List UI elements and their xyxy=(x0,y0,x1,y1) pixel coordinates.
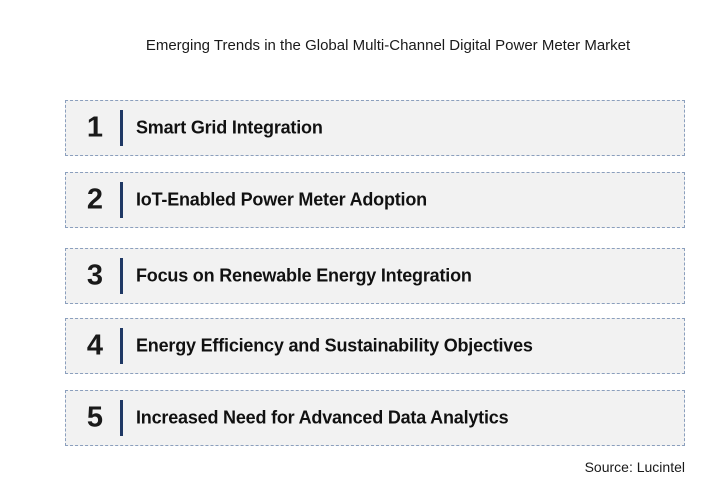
diagram-title: Emerging Trends in the Global Multi-Chan… xyxy=(145,37,631,54)
trend-number: 1 xyxy=(86,111,104,144)
trend-divider xyxy=(120,400,123,436)
trend-divider xyxy=(120,328,123,364)
trend-item-3: 3 Focus on Renewable Energy Integration xyxy=(65,248,685,304)
trend-label: Increased Need for Advanced Data Analyti… xyxy=(136,407,509,428)
trend-label: Smart Grid Integration xyxy=(136,117,323,138)
trend-number: 2 xyxy=(86,183,104,216)
trend-number: 4 xyxy=(86,329,104,362)
trend-divider xyxy=(120,110,123,146)
trend-label: IoT-Enabled Power Meter Adoption xyxy=(136,189,427,210)
trend-item-2: 2 IoT-Enabled Power Meter Adoption xyxy=(65,172,685,228)
source-note: Source: Lucintel xyxy=(584,459,685,475)
trend-label: Energy Efficiency and Sustainability Obj… xyxy=(136,335,533,356)
trend-number: 3 xyxy=(86,259,104,292)
trend-number: 5 xyxy=(86,401,104,434)
trend-item-4: 4 Energy Efficiency and Sustainability O… xyxy=(65,318,685,374)
trend-divider xyxy=(120,258,123,294)
trend-label: Focus on Renewable Energy Integration xyxy=(136,265,472,286)
trend-item-5: 5 Increased Need for Advanced Data Analy… xyxy=(65,390,685,446)
trend-divider xyxy=(120,182,123,218)
trend-item-1: 1 Smart Grid Integration xyxy=(65,100,685,156)
